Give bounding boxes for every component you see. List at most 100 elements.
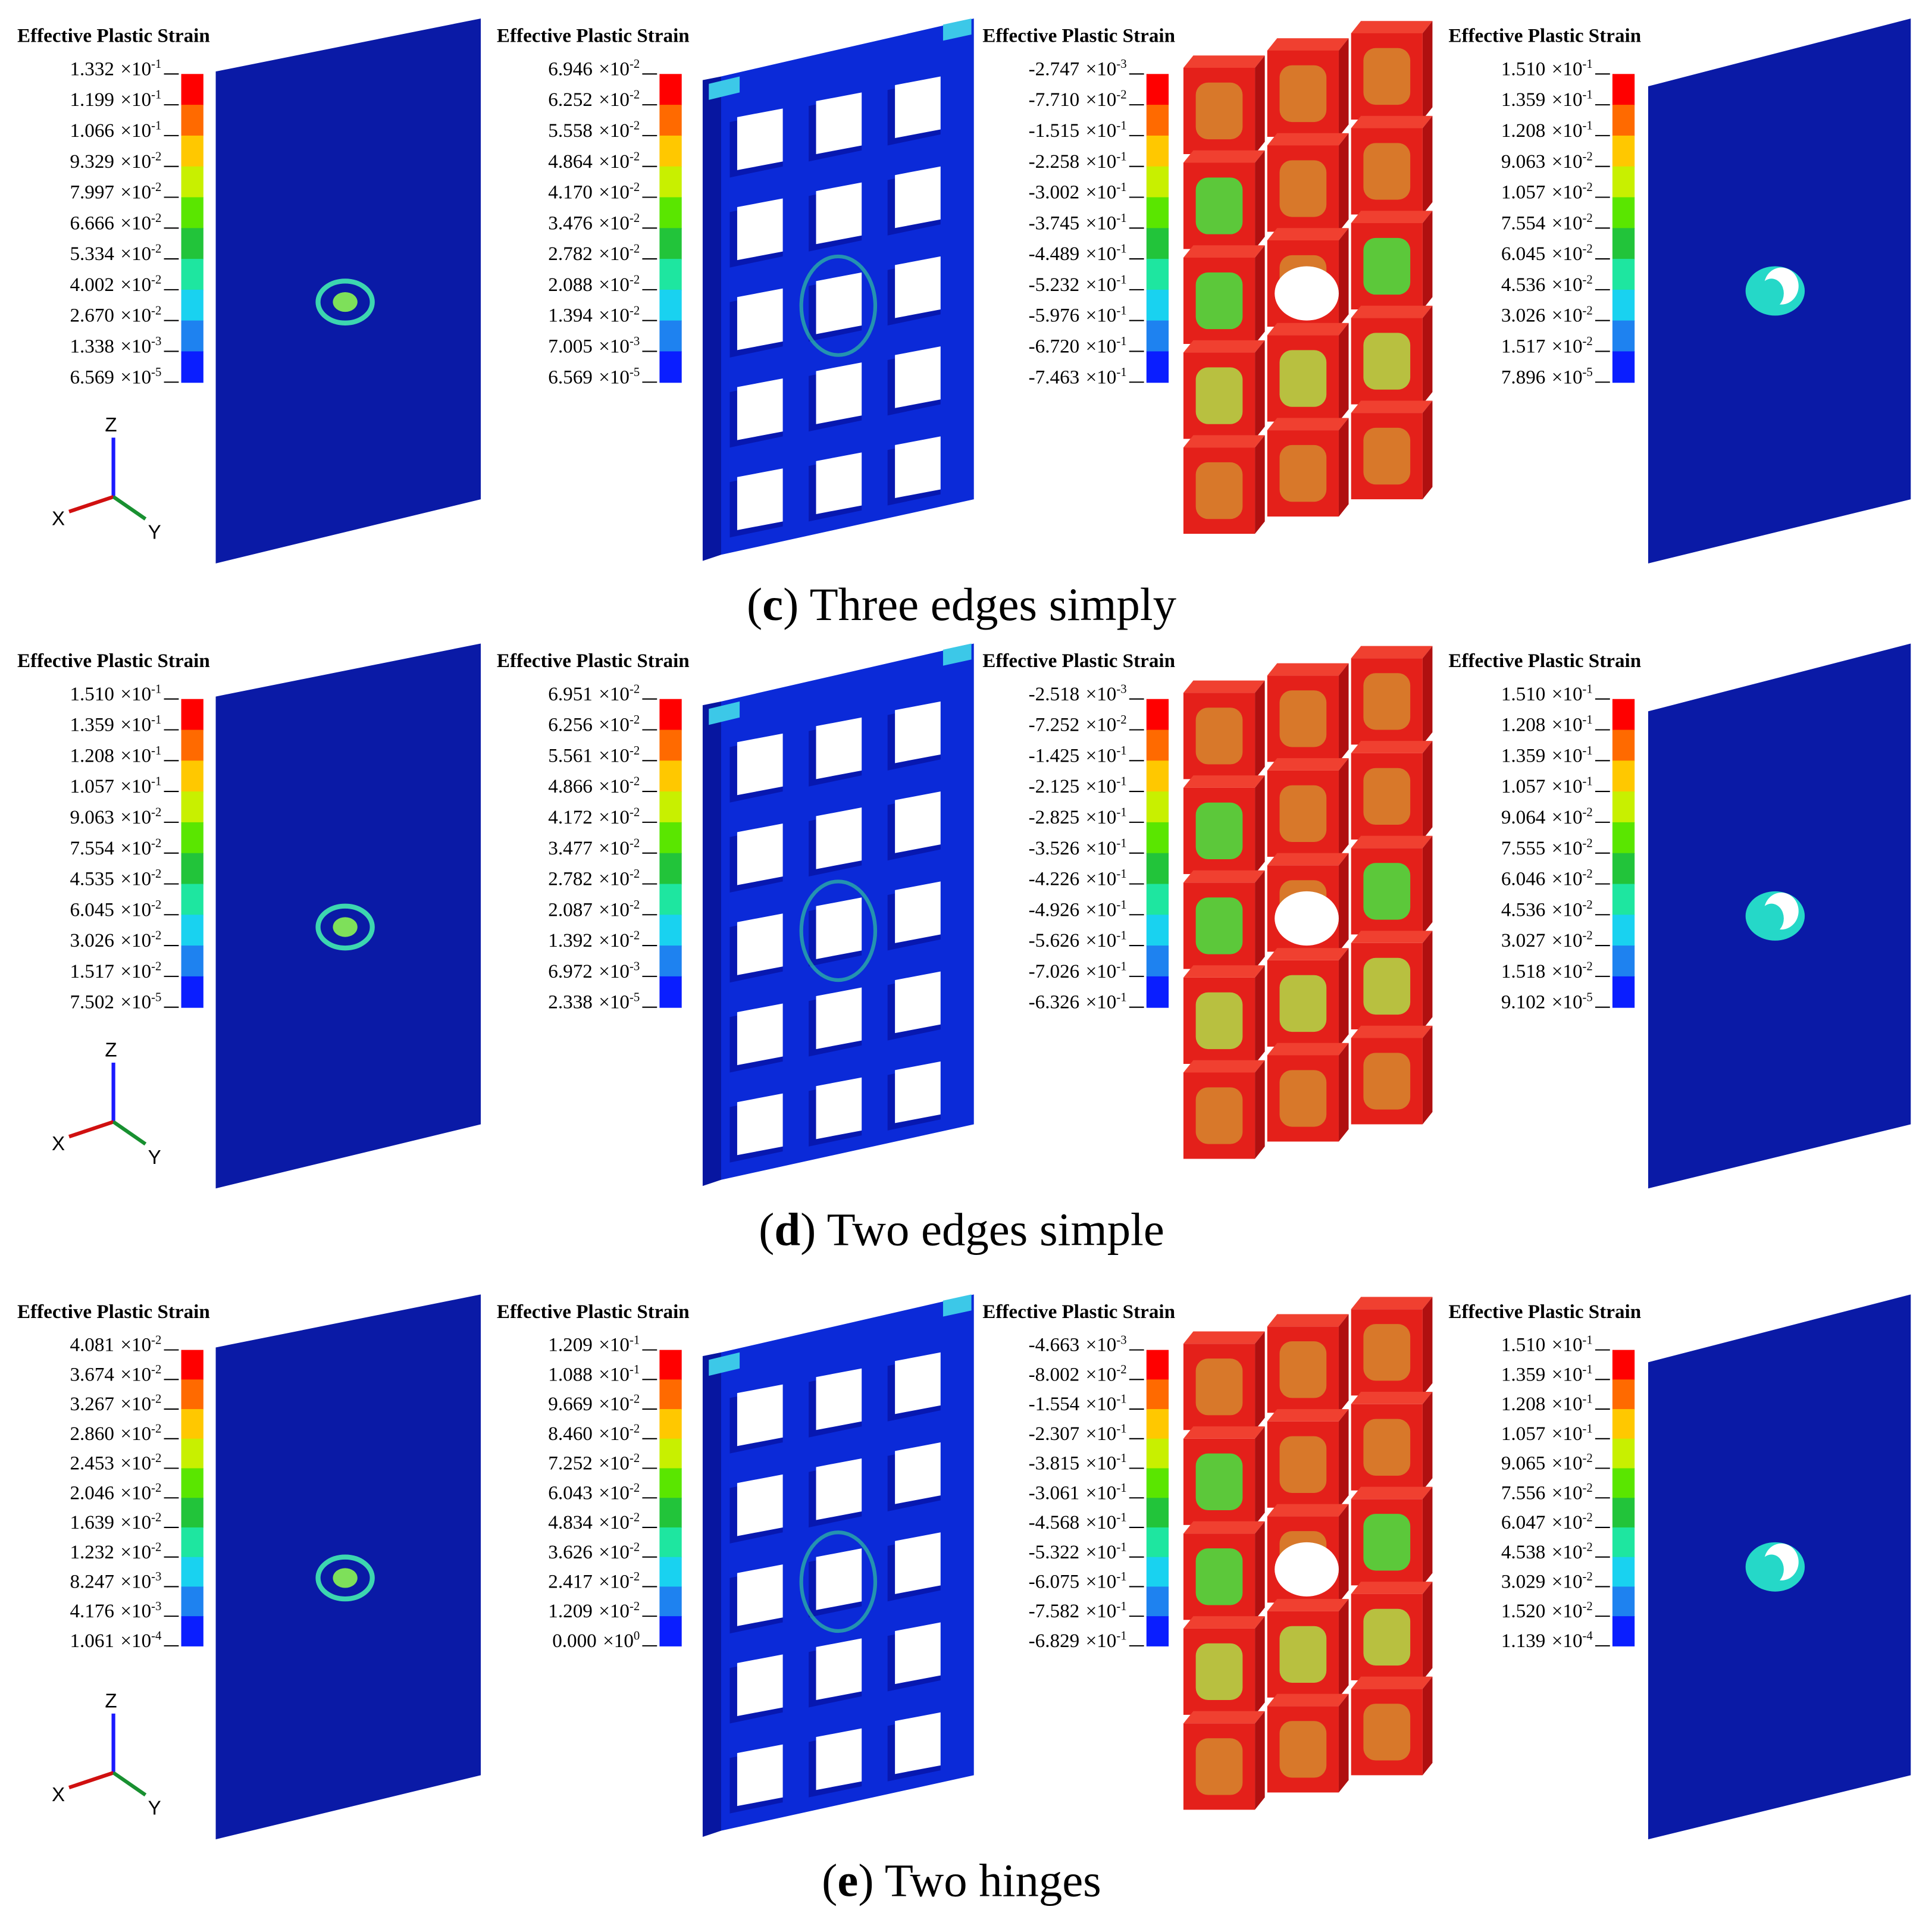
box-top [1351,646,1433,659]
frame-hole [895,436,941,499]
mantissa: -6.326 [1029,991,1080,1013]
multiplier: ×10 [1552,1630,1583,1652]
legend-label: 1.359 ×10-1 [1501,1363,1593,1385]
exponent: -1 [1583,683,1593,696]
damage [315,278,375,325]
multiplier: ×10 [1552,991,1583,1013]
box-side [1422,115,1433,215]
box-top [1351,211,1433,223]
mantissa: 7.554 [1501,212,1546,234]
box-inner [1363,427,1411,485]
legend-label: 1.332 ×10-1 [70,58,161,80]
frame-hole [737,1654,783,1716]
color-band [659,915,682,947]
color-band [1612,74,1635,106]
multiplier: ×10 [120,868,151,890]
color-band [181,1498,203,1528]
frame-hole [895,76,941,139]
mantissa: 2.338 [548,991,593,1013]
exponent: -1 [1583,89,1593,102]
color-band [1612,1350,1635,1380]
color-band [181,760,203,793]
mantissa: 9.065 [1501,1452,1546,1475]
mantissa: 3.267 [70,1393,114,1415]
exponent: -2 [630,683,640,696]
color-band [659,74,682,106]
frame-hole [737,823,783,885]
legend-title: Effective Plastic Strain [497,24,690,46]
box-side [1422,1297,1433,1396]
frame-hole [737,1564,783,1626]
box-side [1255,775,1265,874]
box-inner [1279,160,1327,217]
exponent: -1 [1116,120,1126,133]
caption-part: ) Two hinges [858,1855,1101,1907]
box-side [1255,1060,1265,1159]
mantissa: 5.558 [548,120,593,142]
box-side [1338,1409,1349,1508]
mantissa: 7.556 [1501,1482,1546,1504]
mantissa: -3.526 [1029,837,1080,859]
frame-hole [737,1003,783,1066]
legend-label: 3.477 ×10-2 [548,837,640,859]
legend-label: -5.322 ×10-1 [1029,1541,1127,1563]
multiplier: ×10 [120,683,151,705]
legend-label: 7.556 ×10-2 [1501,1482,1593,1504]
multiplier: ×10 [599,305,630,327]
exponent: -1 [1116,366,1126,379]
damage [1759,903,1784,934]
frame-corner [942,1294,972,1317]
box-top [1267,228,1349,241]
mantissa: -2.307 [1029,1423,1080,1445]
multiplier: ×10 [1086,991,1117,1013]
frame-hole [816,182,862,245]
multiplier: ×10 [599,960,630,982]
damage [799,254,878,357]
legend-title: Effective Plastic Strain [497,1301,690,1323]
exponent: -1 [151,89,161,102]
multiplier: ×10 [1086,151,1117,173]
color-band [181,1409,203,1439]
legend-label: 1.057 ×10-1 [1501,775,1593,797]
exponent: -2 [630,713,640,727]
box-inner [1195,708,1243,765]
legend-label: 4.536 ×10-2 [1501,274,1593,296]
legend-label: 1.394 ×10-2 [548,304,640,326]
exponent: -2 [630,1570,640,1583]
color-band [1146,1468,1169,1499]
color-band [1146,1557,1169,1588]
mantissa: 1.510 [1501,58,1546,80]
color-band [181,1586,203,1617]
multiplier: ×10 [599,1423,630,1445]
box-side [1338,133,1349,232]
frame-hole [816,987,862,1050]
multiplier: ×10 [1086,1630,1117,1652]
legend-label: -3.815 ×10-1 [1029,1452,1127,1474]
box-top [1267,133,1349,146]
exponent: -2 [1116,1363,1126,1376]
color-band [659,1616,682,1646]
multiplier: ×10 [599,683,630,705]
box-side [1255,1426,1265,1525]
exponent: -2 [151,806,161,819]
mantissa: 4.535 [70,868,114,890]
multiplier: ×10 [599,274,630,296]
color-band [181,351,203,383]
multiplier: ×10 [120,1630,151,1652]
exponent: -1 [1116,806,1126,819]
exponent: -1 [630,1333,640,1347]
color-band [181,74,203,106]
multiplier: ×10 [1552,683,1583,705]
mantissa: 1.208 [70,744,114,766]
color-band [1612,259,1635,290]
legend-label: 2.088 ×10-2 [548,274,640,296]
legend-label: 4.170 ×10-2 [548,181,640,203]
mantissa: 1.208 [1501,714,1546,736]
mantissa: 2.046 [70,1482,114,1504]
mantissa: 4.081 [70,1334,114,1356]
multiplier: ×10 [1086,1452,1117,1475]
box-top [1351,1676,1433,1689]
exponent: -3 [151,335,161,348]
